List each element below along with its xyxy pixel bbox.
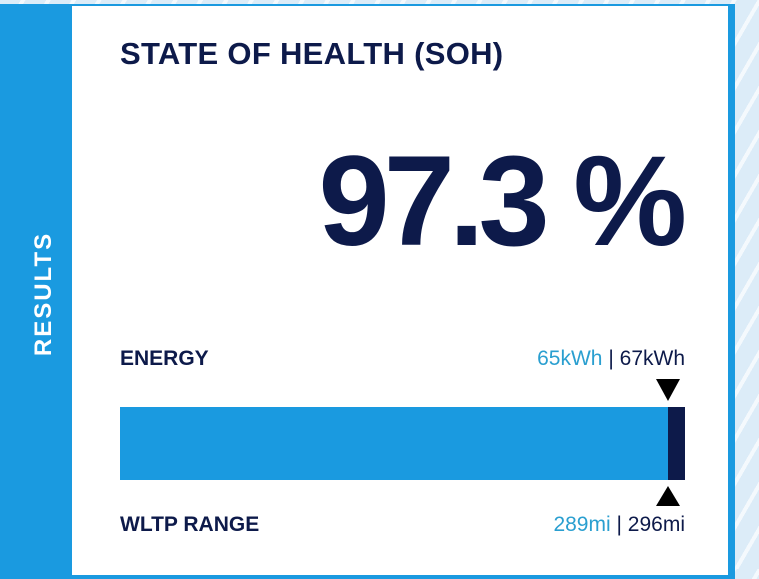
energy-original: 67kWh (619, 347, 685, 370)
sidebar: RESULTS (0, 4, 72, 569)
card (72, 6, 728, 575)
soh-bar (120, 407, 685, 480)
energy-label: ENERGY (120, 347, 209, 370)
sidebar-label: RESULTS (30, 231, 57, 357)
energy-current: 65kWh (537, 347, 603, 370)
range-values: 289mi | 296mi (553, 513, 685, 537)
soh-value: 97.3 % (318, 130, 687, 273)
marker-up (656, 486, 680, 506)
separator: | (608, 347, 614, 370)
energy-values: 65kWh | 67kWh (537, 347, 685, 371)
soh-bar-end (668, 407, 685, 480)
separator: | (616, 513, 622, 536)
range-original: 296mi (627, 513, 685, 536)
range-current: 289mi (553, 513, 611, 536)
marker-down (656, 379, 680, 401)
range-label: WLTP RANGE (120, 513, 260, 536)
card-title: STATE OF HEALTH (SOH) (120, 36, 504, 71)
